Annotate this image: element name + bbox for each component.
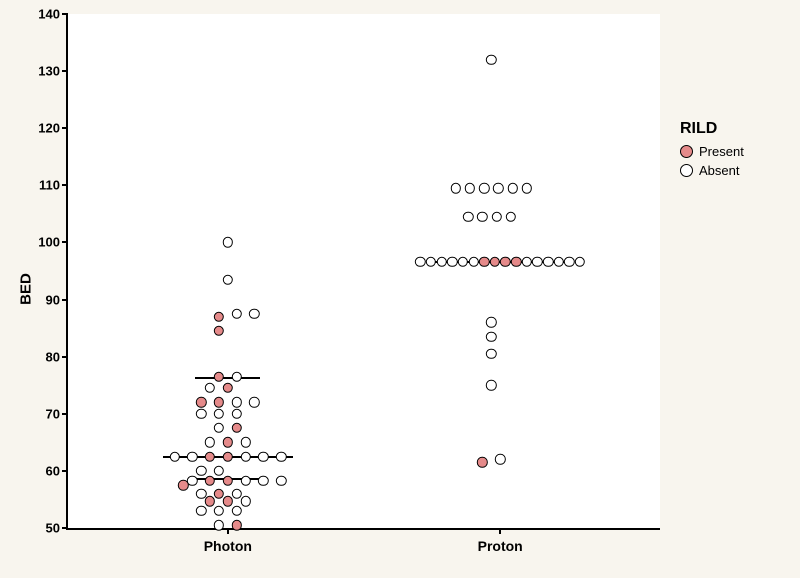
data-point — [276, 451, 286, 461]
data-point — [575, 257, 585, 267]
data-point — [468, 257, 478, 267]
data-point — [232, 309, 242, 319]
data-point — [506, 212, 516, 222]
data-point — [169, 451, 179, 461]
data-point — [458, 257, 468, 267]
legend-item-absent: Absent — [680, 163, 744, 178]
legend-label-absent: Absent — [699, 163, 739, 178]
data-point — [479, 257, 489, 267]
data-point — [507, 183, 517, 193]
data-point — [214, 409, 224, 419]
data-point — [223, 451, 233, 461]
data-point — [500, 257, 510, 267]
data-point — [486, 331, 496, 341]
data-point — [232, 371, 242, 381]
data-point — [223, 237, 233, 247]
data-point — [564, 257, 574, 267]
data-point — [232, 506, 242, 516]
data-point — [447, 257, 457, 267]
data-point — [196, 397, 206, 407]
legend: RILD Present Absent — [680, 120, 744, 178]
data-point — [214, 506, 224, 516]
data-point — [187, 451, 197, 461]
data-point — [543, 257, 553, 267]
bed-scatter-chart: BED, Gy (median (IQR)): 62.5 (58.5-76.2)… — [0, 0, 800, 578]
data-point — [276, 475, 286, 485]
legend-dot-present — [680, 145, 693, 158]
data-point — [486, 380, 496, 390]
data-point — [214, 466, 224, 476]
data-point — [486, 317, 496, 327]
xlabel-proton: Proton — [478, 528, 523, 554]
data-point — [214, 311, 224, 321]
data-point — [232, 423, 242, 433]
data-point — [214, 397, 224, 407]
data-point — [491, 212, 501, 222]
data-point — [486, 349, 496, 359]
summary-bar — [195, 377, 260, 379]
data-point — [258, 451, 268, 461]
data-point — [223, 496, 233, 506]
data-point — [495, 454, 505, 464]
xlabel-photon: Photon — [204, 528, 252, 554]
data-point — [205, 437, 215, 447]
data-point — [223, 383, 233, 393]
data-point — [232, 397, 242, 407]
data-point — [493, 183, 503, 193]
data-point — [223, 437, 233, 447]
data-point — [477, 212, 487, 222]
legend-title: RILD — [680, 120, 744, 138]
legend-dot-absent — [680, 164, 693, 177]
data-point — [232, 409, 242, 419]
data-point — [511, 257, 521, 267]
y-axis-label: BED — [17, 273, 34, 305]
data-point — [522, 183, 532, 193]
data-point — [214, 371, 224, 381]
legend-label-present: Present — [699, 144, 744, 159]
data-point — [240, 437, 250, 447]
data-point — [436, 257, 446, 267]
data-point — [205, 475, 215, 485]
data-point — [205, 383, 215, 393]
data-point — [196, 409, 206, 419]
data-point — [249, 397, 259, 407]
data-point — [426, 257, 436, 267]
data-point — [554, 257, 564, 267]
data-point — [465, 183, 475, 193]
data-point — [415, 257, 425, 267]
data-point — [451, 183, 461, 193]
data-point — [532, 257, 542, 267]
legend-item-present: Present — [680, 144, 744, 159]
data-point — [196, 466, 206, 476]
data-point — [240, 496, 250, 506]
data-point — [214, 326, 224, 336]
plot-area: 5060708090100110120130140PhotonProton — [66, 14, 660, 530]
data-point — [196, 506, 206, 516]
data-point — [479, 183, 489, 193]
data-point — [490, 257, 500, 267]
data-point — [240, 475, 250, 485]
data-point — [223, 274, 233, 284]
data-point — [249, 309, 259, 319]
data-point — [258, 475, 268, 485]
data-point — [223, 475, 233, 485]
data-point — [522, 257, 532, 267]
data-point — [486, 54, 496, 64]
data-point — [214, 423, 224, 433]
data-point — [463, 212, 473, 222]
data-point — [205, 496, 215, 506]
data-point — [477, 457, 487, 467]
data-point — [187, 475, 197, 485]
data-point — [240, 451, 250, 461]
data-point — [205, 451, 215, 461]
